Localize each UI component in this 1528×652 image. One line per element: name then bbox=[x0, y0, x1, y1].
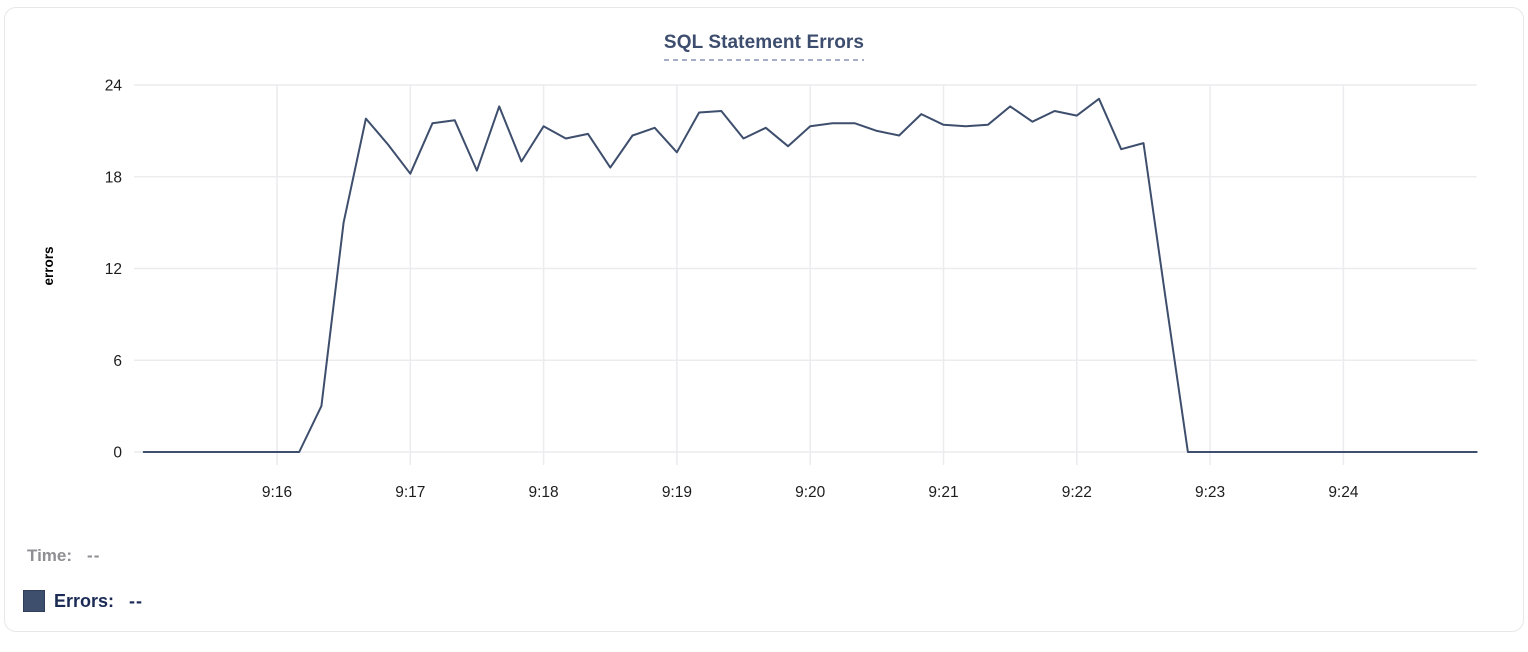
svg-text:9:22: 9:22 bbox=[1062, 484, 1092, 501]
svg-text:18: 18 bbox=[105, 169, 122, 186]
legend-errors-label: Errors: bbox=[54, 590, 115, 611]
svg-text:9:21: 9:21 bbox=[928, 484, 958, 501]
chart-title[interactable]: SQL Statement Errors bbox=[663, 32, 865, 61]
svg-text:9:23: 9:23 bbox=[1195, 484, 1225, 501]
errors-series-swatch-icon bbox=[23, 590, 45, 612]
svg-text:9:16: 9:16 bbox=[262, 484, 292, 501]
legend-time-row: Time: -- bbox=[27, 546, 100, 566]
svg-text:6: 6 bbox=[113, 353, 122, 370]
svg-text:0: 0 bbox=[113, 445, 122, 462]
svg-text:9:17: 9:17 bbox=[395, 484, 425, 501]
sql-errors-line-chart[interactable]: 0 6 12 18 24 9:16 9:17 9:18 9:19 9:20 9:21 9:22 9:23… bbox=[5, 8, 1524, 513]
chart-header: SQL Statement Errors bbox=[5, 32, 1523, 61]
legend-time-label: Time: bbox=[27, 546, 73, 565]
svg-text:9:18: 9:18 bbox=[529, 484, 559, 501]
svg-text:9:24: 9:24 bbox=[1328, 484, 1359, 501]
legend-errors-row[interactable]: Errors: -- bbox=[23, 590, 143, 612]
legend-errors-value: -- bbox=[129, 590, 144, 611]
svg-text:12: 12 bbox=[105, 261, 122, 278]
chart-card: SQL Statement Errors errors 0 6 12 18 24 9:16… bbox=[4, 7, 1524, 632]
svg-text:24: 24 bbox=[105, 78, 123, 95]
svg-text:9:19: 9:19 bbox=[662, 484, 692, 501]
svg-text:9:20: 9:20 bbox=[795, 484, 826, 501]
legend-time-value: -- bbox=[87, 546, 101, 565]
